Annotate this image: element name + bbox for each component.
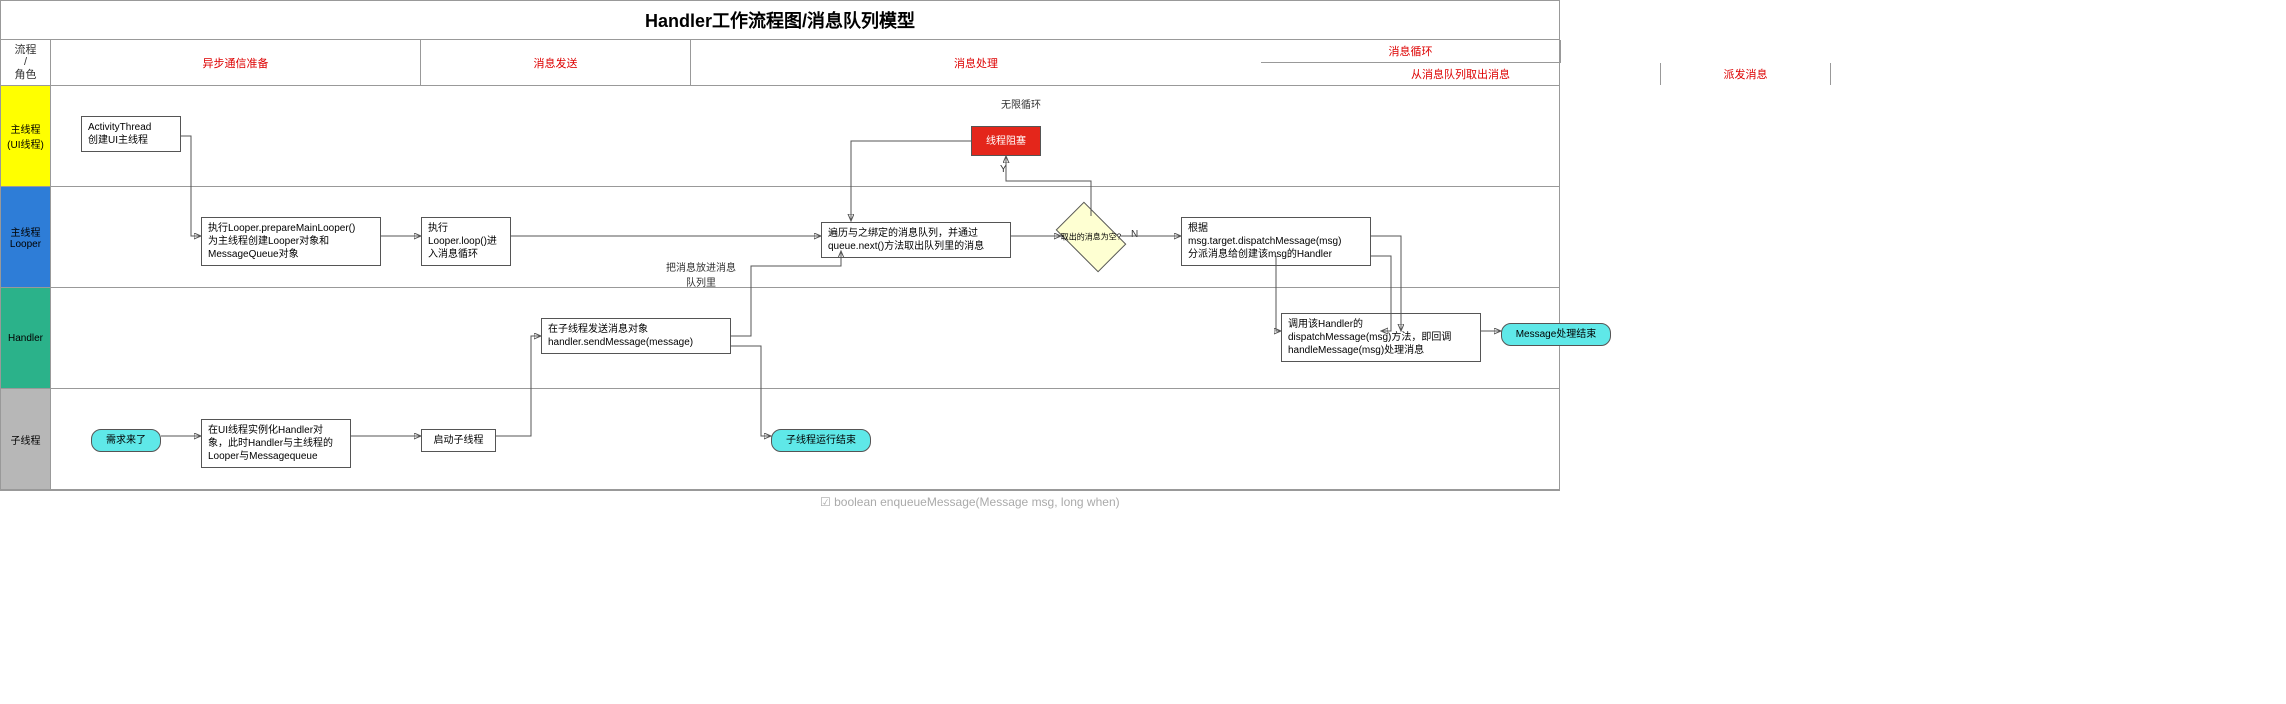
loop-subrow: 从消息队列取出消息 派发消息 bbox=[1261, 63, 1561, 85]
diagram-title: Handler工作流程图/消息队列模型 bbox=[1, 1, 1559, 40]
node-empty-check: 取出的消息为空? bbox=[1061, 217, 1121, 257]
node-child-end: 子线程运行结束 bbox=[771, 429, 871, 452]
footer-note: ☑ boolean enqueueMessage(Message msg, lo… bbox=[0, 491, 2286, 509]
lane-label-main: 主线程(UI线程) bbox=[1, 86, 51, 186]
lane-label-handler: Handler bbox=[1, 288, 51, 388]
label-enqueue: 把消息放进消息队列里 bbox=[646, 259, 756, 289]
lane-looper: 主线程Looper 执行Looper.prepareMainLooper()为主… bbox=[1, 187, 1559, 288]
node-demand: 需求来了 bbox=[91, 429, 161, 452]
col-prepare: 异步通信准备 bbox=[51, 40, 421, 85]
lane-main-thread: 主线程(UI线程) ActivityThread创建UI主线程 线程阻塞 无限循… bbox=[1, 86, 1559, 187]
col-send: 消息发送 bbox=[421, 40, 691, 85]
node-call-handler: 调用该Handler的dispatchMessage(msg)方法，即回调han… bbox=[1281, 313, 1481, 362]
corner-bottom: 角色 bbox=[15, 69, 37, 81]
node-looper-loop: 执行Looper.loop()进入消息循环 bbox=[421, 217, 511, 266]
lane-label-looper: 主线程Looper bbox=[1, 187, 51, 287]
corner-cell: 流程 / 角色 bbox=[1, 40, 51, 85]
lane-child: 子线程 需求来了 在UI线程实例化Handler对象，此时Handler与主线程… bbox=[1, 389, 1559, 490]
corner-top: 流程 bbox=[15, 44, 37, 56]
node-start-child: 启动子线程 bbox=[421, 429, 496, 452]
label-infinite: 无限循环 bbox=[921, 96, 1121, 111]
diamond-text: 取出的消息为空? bbox=[1061, 232, 1121, 243]
col-dispatch: 派发消息 bbox=[1661, 63, 1831, 85]
node-prepare-looper: 执行Looper.prepareMainLooper()为主线程创建Looper… bbox=[201, 217, 381, 266]
label-n: N bbox=[1131, 229, 1138, 240]
lane-handler: Handler 在子线程发送消息对象handler.sendMessage(me… bbox=[1, 288, 1559, 389]
col-loop: 消息循环 bbox=[1261, 40, 1561, 63]
node-activity-thread: ActivityThread创建UI主线程 bbox=[81, 116, 181, 152]
node-instantiate: 在UI线程实例化Handler对象，此时Handler与主线程的Looper与M… bbox=[201, 419, 351, 468]
node-msg-result: Message处理结束 bbox=[1501, 323, 1611, 346]
node-block-wait: 线程阻塞 bbox=[971, 126, 1041, 156]
lane-label-child: 子线程 bbox=[1, 389, 51, 489]
header-row: 流程 / 角色 异步通信准备 消息发送 消息循环 消息处理 从消息队列取出消息 … bbox=[1, 40, 1559, 86]
col-handle: 消息处理 bbox=[691, 40, 1261, 85]
corner-mid: / bbox=[24, 56, 27, 68]
swimlanes: 主线程(UI线程) ActivityThread创建UI主线程 线程阻塞 无限循… bbox=[1, 86, 1559, 490]
node-send-msg: 在子线程发送消息对象handler.sendMessage(message) bbox=[541, 318, 731, 354]
node-dispatch: 根据msg.target.dispatchMessage(msg)分派消息给创建… bbox=[1181, 217, 1371, 266]
label-y: Y bbox=[1000, 164, 1007, 175]
col-dequeue: 从消息队列取出消息 bbox=[1261, 63, 1661, 85]
handler-flow-diagram: Handler工作流程图/消息队列模型 流程 / 角色 异步通信准备 消息发送 … bbox=[0, 0, 1560, 491]
node-traverse-queue: 遍历与之绑定的消息队列，并通过queue.next()方法取出队列里的消息 bbox=[821, 222, 1011, 258]
